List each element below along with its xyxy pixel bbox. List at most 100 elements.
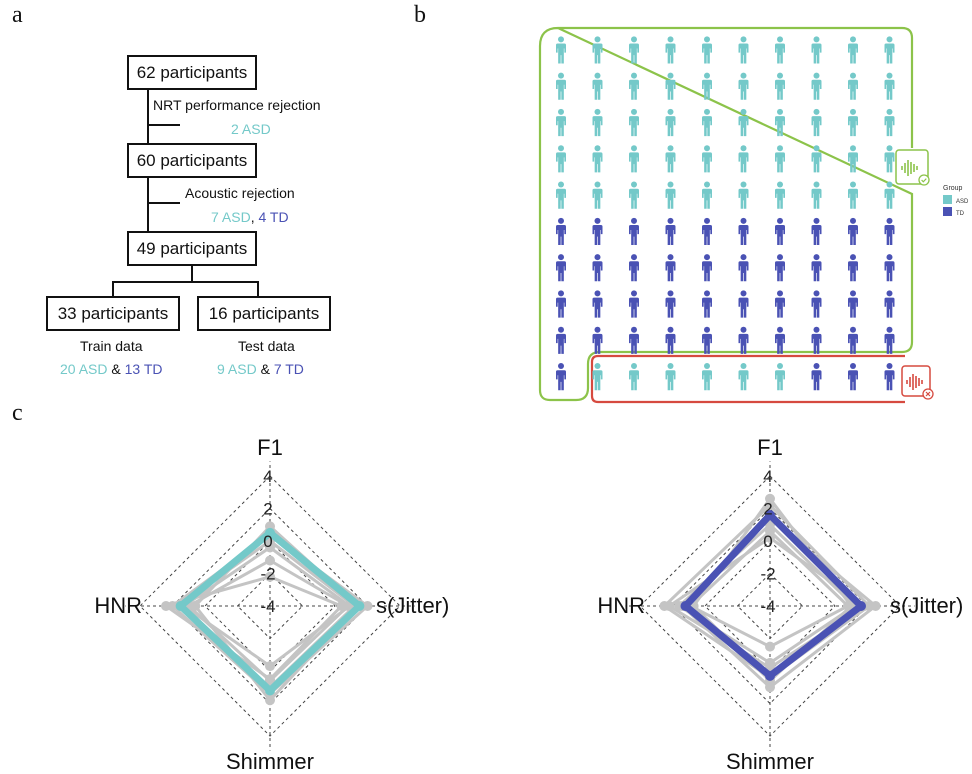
participant-asd-icon [738,36,749,64]
radar-grid-ring [139,475,401,737]
participant-asd-icon [629,72,639,100]
participant-td-icon [556,217,566,245]
radar-grid-ring [639,475,901,737]
tick-label: -2 [260,565,275,584]
participant-td-icon [848,254,858,282]
legend-title: Group [943,185,963,192]
individual-point [190,601,201,611]
participant-td-icon [811,254,822,282]
participant-td-icon [884,217,895,245]
participant-asd-icon [556,72,566,100]
participant-asd-icon [848,108,858,137]
radar-chart-td: 4 2 0 -2 -4 F1 s(Jitter) Shimmer HNR [597,435,963,774]
group-mean-point [265,685,275,696]
participant-asd-icon [665,363,676,391]
axis-label-shimmer: Shimmer [226,749,314,774]
participant-asd-icon [738,181,749,209]
participant-td-icon [884,290,895,318]
rejection-detail-nrt: 2 ASD [231,121,271,137]
axis-label-f1: F1 [757,435,783,460]
participant-td-icon [665,326,676,354]
participant-td-icon [556,290,566,318]
train-td-count: 13 TD [124,361,163,377]
participant-td-icon [738,217,749,245]
ampersand: & [111,361,121,377]
legend-swatch-td [943,207,952,216]
participant-asd-icon [884,108,895,137]
participant-td-icon [848,290,858,318]
tick-label: 2 [763,500,772,519]
tick-label: 0 [263,532,272,551]
test-asd-count: 9 ASD [217,361,257,377]
group-mean-point [175,601,186,611]
test-composition: 9 ASD & 7 TD [217,361,304,377]
participant-asd-icon [592,181,603,209]
radar-grid-ring [704,540,836,672]
individual-point [265,571,275,582]
participant-asd-icon [702,363,712,391]
flow-connector [147,90,149,145]
participant-asd-icon [884,36,895,64]
flow-box-after-nrt: 60 participants [127,143,257,178]
participant-asd-icon [592,108,603,137]
group-mean-point [856,601,866,611]
train-asd-count: 20 ASD [60,361,108,377]
individual-point [336,601,347,611]
participant-asd-icon [738,72,749,100]
participant-asd-icon [592,363,603,391]
axis-label-hnr: HNR [94,593,142,618]
participant-grid: Group ASD TD [538,26,969,404]
rejection-detail-acoustic: 7 ASD, 4 TD [211,209,289,225]
participant-asd-icon [884,72,895,100]
individual-point [265,695,275,706]
participant-td-icon [592,217,603,245]
flow-connector [147,178,149,233]
participant-asd-icon [811,72,822,100]
individual-point [870,601,881,611]
rejected-td-count: 4 TD [258,209,289,225]
participant-td-icon [848,363,858,391]
tick-label: 4 [763,467,772,486]
participant-asd-icon [775,72,785,100]
train-composition: 20 ASD & 13 TD [60,361,162,377]
tick-label: -2 [760,565,775,584]
participant-asd-icon [702,36,712,64]
participant-td-icon [775,217,785,245]
participant-td-icon [629,326,639,354]
panel-label-b: b [414,2,426,28]
tick-label: -4 [760,597,775,616]
participant-asd-icon [665,72,676,100]
participant-asd-icon [665,108,676,137]
participant-td-icon [665,217,676,245]
participant-td-icon [775,290,785,318]
participant-td-icon [592,254,603,282]
flow-connector [257,281,259,297]
individual-point [765,493,775,504]
legend-label-asd: ASD [956,199,969,205]
individual-point [765,641,775,652]
participant-asd-icon [848,72,858,100]
included-outline [538,26,914,402]
participant-asd-icon [702,145,712,173]
participant-asd-icon [738,145,749,173]
participant-td-icon [811,217,822,245]
flow-box-test: 16 participants [197,296,331,331]
flow-box-train: 33 participants [46,296,180,331]
participant-asd-icon [556,108,566,137]
participant-td-icon [811,363,822,391]
flow-branch [147,202,180,204]
participant-asd-icon [592,72,603,100]
group-mean-point [765,670,775,681]
participant-asd-icon [665,36,676,64]
participant-td-icon [629,254,639,282]
participant-td-icon [811,326,822,354]
participant-asd-icon [629,145,639,173]
participant-asd-icon [556,145,566,173]
separator: , [250,209,255,225]
participant-td-icon [884,363,895,391]
individual-point [362,601,373,611]
participant-td-icon [702,254,712,282]
participant-td-icon [629,217,639,245]
individual-point [664,601,675,611]
radar-chart-asd: 4 2 0 -2 -4 F1 s(Jitter) Shimmer HNR [94,435,449,774]
